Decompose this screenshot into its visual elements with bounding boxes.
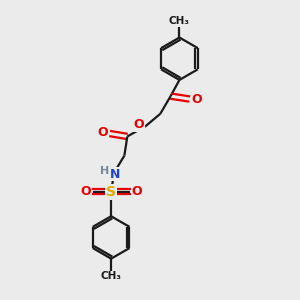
- Text: O: O: [97, 125, 108, 139]
- Text: O: O: [134, 118, 144, 131]
- Text: O: O: [131, 185, 142, 198]
- Text: O: O: [80, 185, 91, 198]
- Text: CH₃: CH₃: [169, 16, 190, 26]
- Text: N: N: [110, 168, 121, 181]
- Text: CH₃: CH₃: [100, 271, 122, 281]
- Text: O: O: [192, 93, 203, 106]
- Text: H: H: [100, 166, 109, 176]
- Text: S: S: [106, 185, 116, 199]
